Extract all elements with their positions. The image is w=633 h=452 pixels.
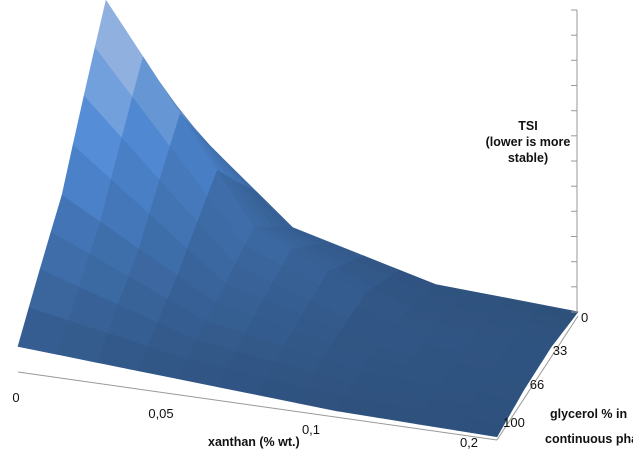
x-tick-label-3: 0,2: [460, 435, 478, 450]
axes: [17, 9, 579, 441]
x-tick-label-1: 0,05: [148, 406, 173, 421]
y-tick-label-0: 0: [581, 310, 588, 325]
z-axis-title-line-2: (lower is more: [486, 135, 571, 149]
depth-axis-line: [496, 315, 579, 441]
surface-plot: [17, 0, 579, 438]
vertical-axis-ticks: [571, 9, 577, 313]
y-axis-title-line-2: continuous phase: [545, 432, 633, 446]
y-tick-label-2: 66: [530, 377, 544, 392]
y-tick-label-3: 100: [503, 415, 525, 430]
surface-facet: [456, 417, 505, 438]
front-axis-line: [17, 371, 498, 441]
x-tick-label-2: 0,1: [302, 422, 320, 437]
x-tick-label-0: 0: [12, 390, 19, 405]
z-axis-title-line-3: stable): [508, 151, 548, 165]
z-axis-title-line-1: TSI: [518, 119, 537, 133]
y-axis-title-line-1: glycerol % in: [550, 407, 627, 421]
x-axis-title: xanthan (% wt.): [208, 435, 300, 449]
y-tick-label-1: 33: [553, 343, 567, 358]
